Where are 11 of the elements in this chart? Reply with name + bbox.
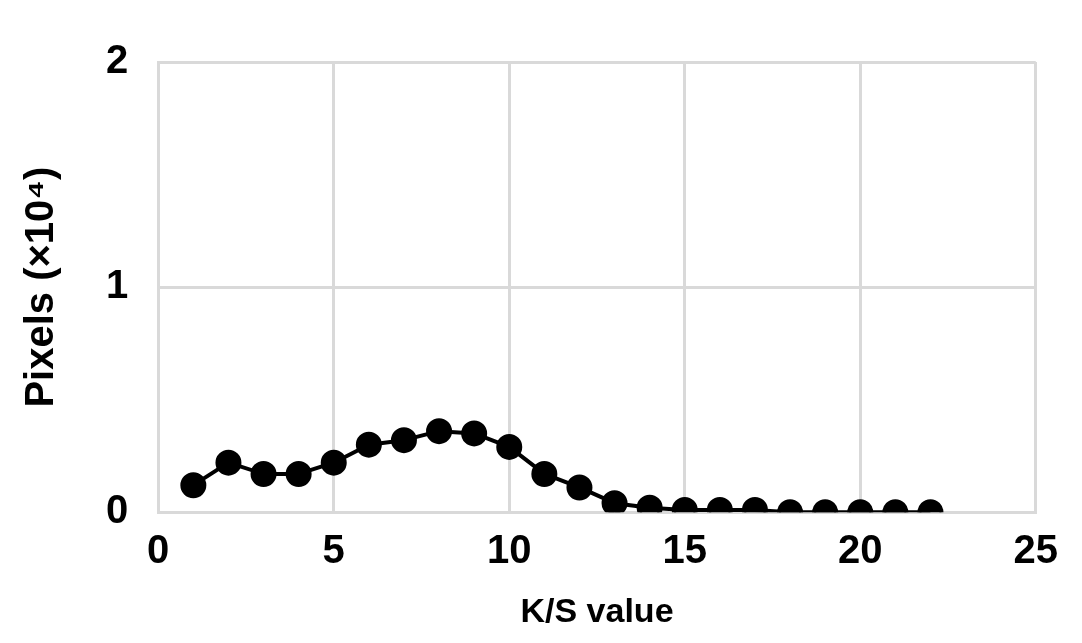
x-axis-title: K/S value [520, 590, 674, 629]
x-tick-label: 0 [147, 527, 170, 572]
x-tick-label: 25 [1013, 527, 1058, 572]
x-tick-label: 15 [662, 527, 707, 572]
y-tick-label: 1 [106, 262, 129, 307]
y-tick-label: 0 [106, 487, 129, 532]
x-tick-label: 5 [322, 527, 345, 572]
x-tick-label: 20 [838, 527, 883, 572]
x-tick-label: 10 [487, 527, 532, 572]
y-axis-title: Pixels (×10⁴) [17, 166, 62, 408]
y-tick-label: 2 [106, 37, 129, 82]
